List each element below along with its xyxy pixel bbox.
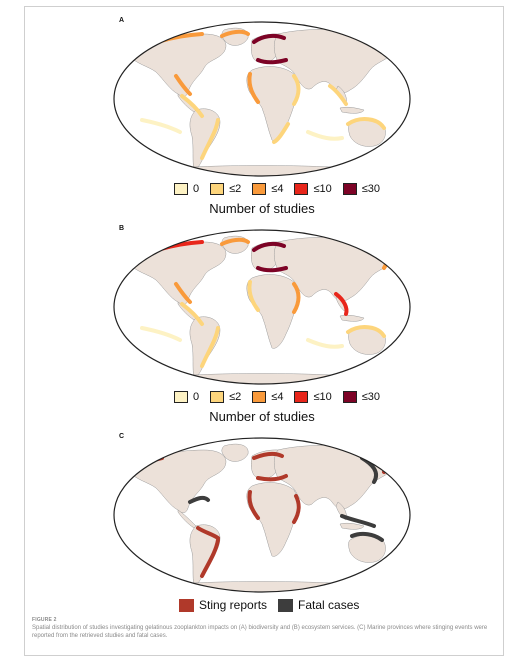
legend-label: ≤2 <box>229 391 242 403</box>
panel-a-label: A <box>119 17 125 24</box>
map-outline-b <box>113 229 411 385</box>
marine-province-11 <box>328 84 348 106</box>
marine-province-5 <box>252 33 286 44</box>
legend-label: ≤10 <box>313 183 332 195</box>
continent-greenland <box>221 443 249 462</box>
map-content-a <box>114 22 410 176</box>
panel-b-label: B <box>119 225 125 232</box>
legend-swatch <box>174 183 188 195</box>
legend-b: 0 ≤2 ≤4 ≤10 ≤30 <box>174 391 380 403</box>
legend-label: ≤30 <box>361 391 380 403</box>
marine-province-13 <box>306 338 344 349</box>
legend-item-4: ≤4 <box>252 391 283 403</box>
marine-province-8 <box>292 282 301 314</box>
legend-item-10: ≤10 <box>294 183 332 195</box>
legend-swatch <box>210 183 225 195</box>
marine-province-11 <box>346 325 386 338</box>
marine-province-7 <box>247 72 260 104</box>
legend-swatch <box>210 391 225 403</box>
legend-label: Sting reports <box>199 598 268 612</box>
marine-province-1 <box>174 74 192 96</box>
marine-province-14 <box>306 130 344 141</box>
marine-province-4 <box>220 29 250 38</box>
marine-province-8 <box>292 74 301 106</box>
marine-province-7 <box>292 494 301 524</box>
legend-label: 0 <box>193 183 200 195</box>
legend-c: Sting reports Fatal cases <box>179 598 359 612</box>
marine-province-13 <box>140 118 182 134</box>
legend-swatch <box>174 391 188 403</box>
figure-caption: FIGURE 2 Spatial distribution of studies… <box>32 616 492 640</box>
panel-c-label: C <box>119 433 125 440</box>
caption-text: Spatial distribution of studies investig… <box>32 625 488 639</box>
marine-province-2 <box>180 302 204 326</box>
legend-item-0: 0 <box>174 183 199 195</box>
marine-province-3 <box>200 538 220 578</box>
marine-province-9 <box>272 122 290 144</box>
legend-item-10: ≤10 <box>294 391 332 403</box>
marine-province-9 <box>334 292 349 316</box>
marine-province-6 <box>256 58 288 65</box>
marine-province-4 <box>252 451 284 460</box>
legend-item-0: 0 <box>174 391 199 403</box>
map-outline-a <box>113 21 411 177</box>
legend-a: 0 ≤2 ≤4 ≤10 ≤30 <box>174 183 380 195</box>
legend-swatch <box>294 183 309 195</box>
marine-province-3 <box>200 118 220 160</box>
legend-label: ≤4 <box>271 183 284 195</box>
continent-indonesia <box>339 106 365 114</box>
panel-b-map <box>113 229 411 385</box>
legend-swatch <box>342 183 357 195</box>
marine-province-1 <box>174 282 192 304</box>
legend-label: Fatal cases <box>298 598 360 612</box>
marine-province-7 <box>247 280 260 312</box>
map-outline-c <box>113 437 411 593</box>
legend-swatch <box>179 598 194 612</box>
marine-province-3 <box>200 326 220 368</box>
legend-title-b: Number of studies <box>209 409 315 424</box>
legend-item-30: ≤30 <box>342 183 380 195</box>
marine-province-5 <box>252 241 286 252</box>
legend-item-4: ≤4 <box>252 183 283 195</box>
marine-province-5 <box>256 474 288 482</box>
map-content-c <box>114 438 410 592</box>
marine-province-2 <box>196 526 220 540</box>
legend-item-30: ≤30 <box>342 391 380 403</box>
legend-label: ≤2 <box>229 183 242 195</box>
marine-province-9 <box>340 514 376 528</box>
continent-north-america <box>129 449 227 513</box>
continent-indonesia <box>339 522 365 530</box>
legend-label: 0 <box>193 391 200 403</box>
map-content-b <box>114 230 410 384</box>
panel-c-map <box>113 437 411 593</box>
legend-swatch <box>342 391 357 403</box>
marine-province-10 <box>350 531 384 542</box>
marine-province-12 <box>346 117 386 130</box>
legend-title-a: Number of studies <box>209 201 315 216</box>
marine-province-12 <box>140 326 182 342</box>
legend-item-fatal: Fatal cases <box>278 598 359 612</box>
marine-province-1 <box>188 495 210 504</box>
legend-label: ≤30 <box>361 183 380 195</box>
legend-swatch <box>252 183 267 195</box>
legend-swatch <box>278 598 294 612</box>
marine-province-6 <box>256 266 288 273</box>
panel-a-map <box>113 21 411 177</box>
legend-item-2: ≤2 <box>210 183 241 195</box>
marine-province-2 <box>180 94 204 118</box>
legend-item-2: ≤2 <box>210 391 241 403</box>
legend-label: ≤10 <box>313 391 332 403</box>
legend-swatch <box>252 391 267 403</box>
legend-label: ≤4 <box>271 391 284 403</box>
caption-label: FIGURE 2 <box>32 617 57 623</box>
marine-province-6 <box>247 490 260 520</box>
marine-province-4 <box>220 237 250 246</box>
continent-africa <box>246 482 300 557</box>
legend-item-sting: Sting reports <box>179 598 267 612</box>
legend-swatch <box>294 391 309 403</box>
